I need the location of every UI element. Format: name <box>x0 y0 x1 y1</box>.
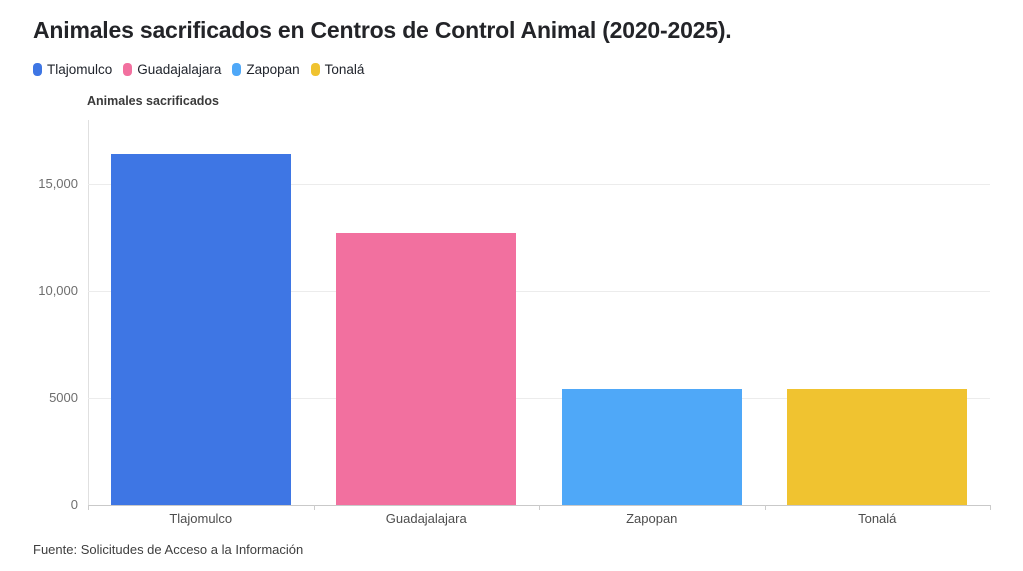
legend: Tlajomulco Guadajalajara Zapopan Tonalá <box>33 63 364 77</box>
x-category-label: Tonalá <box>858 511 897 526</box>
x-category-label: Guadajalajara <box>385 511 467 526</box>
bar-zapopan <box>561 389 742 505</box>
legend-item: Tlajomulco <box>33 63 112 77</box>
source-note: Fuente: Solicitudes de Acceso a la Infor… <box>33 542 304 557</box>
x-axis-tick <box>764 505 766 510</box>
legend-label: Zapopan <box>246 62 300 77</box>
y-tick-label: 0 <box>70 497 78 512</box>
legend-item: Guadajalajara <box>123 63 221 77</box>
y-tick-label: 10,000 <box>38 283 78 299</box>
x-axis-tick <box>990 505 991 510</box>
y-axis-title: Animales sacrificados <box>87 94 220 108</box>
legend-swatch-icon <box>33 63 42 77</box>
legend-label: Tonalá <box>324 62 365 77</box>
gridline <box>88 183 990 185</box>
y-axis-line <box>88 120 89 505</box>
x-axis-tick <box>313 505 315 510</box>
bar-tonalá <box>787 389 968 505</box>
y-tick-label: 5000 <box>49 390 78 406</box>
legend-label: Guadajalajara <box>137 62 222 77</box>
chart-title: Animales sacrificados en Centros de Cont… <box>33 17 732 43</box>
x-category-label: Zapopan <box>626 511 678 526</box>
plot-area <box>88 120 990 506</box>
bar-tlajomulco <box>110 154 291 505</box>
legend-item: Tonalá <box>310 62 365 77</box>
x-axis-tick <box>88 505 89 510</box>
legend-swatch-icon <box>123 63 133 77</box>
legend-label: Tlajomulco <box>47 62 113 77</box>
bar-guadajalajara <box>336 232 517 505</box>
legend-swatch-icon <box>232 63 242 77</box>
x-category-label: Tlajomulco <box>169 511 233 526</box>
x-axis-tick <box>539 505 540 510</box>
legend-swatch-icon <box>310 63 320 77</box>
y-tick-label: 15,000 <box>38 176 78 192</box>
legend-item: Zapopan <box>232 62 300 77</box>
gridline <box>88 397 990 399</box>
gridline <box>88 290 990 292</box>
